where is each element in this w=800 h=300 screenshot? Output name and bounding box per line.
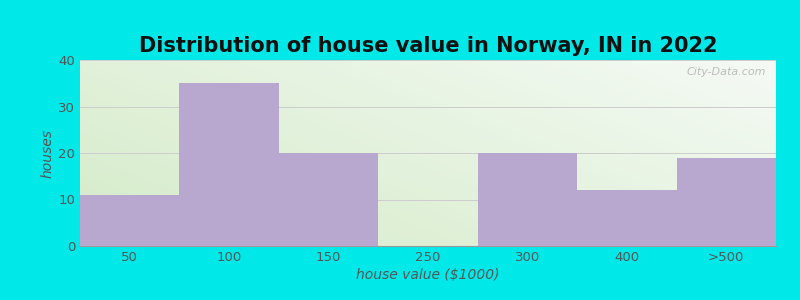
Bar — [478, 153, 577, 246]
Title: Distribution of house value in Norway, IN in 2022: Distribution of house value in Norway, I… — [138, 36, 718, 56]
Bar — [80, 195, 179, 246]
Bar — [577, 190, 677, 246]
X-axis label: house value ($1000): house value ($1000) — [356, 268, 500, 282]
Y-axis label: houses: houses — [40, 128, 54, 178]
Bar — [179, 83, 279, 246]
Text: City-Data.com: City-Data.com — [686, 68, 766, 77]
Bar — [677, 158, 776, 246]
Bar — [279, 153, 378, 246]
